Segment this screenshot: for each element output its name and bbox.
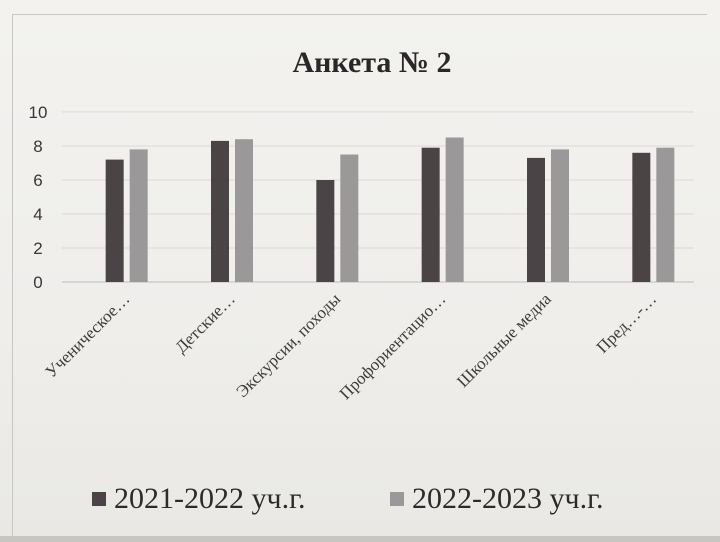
y-tick-label: 0 [33, 273, 42, 292]
y-tick-label: 6 [33, 171, 42, 190]
bar-series-1 [316, 180, 335, 282]
legend-swatch [390, 492, 404, 506]
x-category-label: Детские… [171, 289, 238, 356]
bars [105, 137, 675, 282]
page-edge [0, 536, 720, 542]
bar-series-2 [445, 137, 464, 282]
bar-series-1 [105, 159, 124, 282]
x-axis-labels: Ученическое… Детские…Экскурсии, походыПро… [42, 289, 661, 403]
bar-series-1 [211, 140, 229, 282]
chart-frame [12, 14, 707, 537]
bar-series-2 [340, 154, 359, 282]
legend-label: 2022-2023 уч.г. [412, 482, 604, 515]
y-axis-ticks: 10 8 6 4 2 0 [29, 103, 48, 292]
bar-series-2 [551, 149, 569, 282]
y-tick-label: 2 [33, 239, 42, 258]
bar-series-2 [129, 149, 148, 282]
x-category-label: Пред…-… [593, 289, 660, 356]
legend-label: 2021-2022 уч.г. [114, 482, 306, 515]
y-tick-label: 4 [33, 205, 42, 224]
x-category-label: Экскурсии, походы [232, 289, 344, 401]
x-category-label: Школьные медиа [453, 289, 555, 391]
legend-swatch [92, 492, 106, 506]
x-category-label: Профориентацио… [336, 289, 450, 403]
legend: 2021-2022 уч.г. 2022-2023 уч.г. [92, 482, 604, 515]
bar-series-2 [235, 139, 253, 282]
y-tick-label: 10 [29, 103, 48, 122]
bar-series-1 [632, 152, 651, 282]
bar-series-1 [421, 147, 440, 282]
y-tick-label: 8 [33, 137, 42, 156]
bar-series-2 [656, 147, 675, 282]
grid-lines [62, 111, 694, 283]
x-category-label: Ученическое… [42, 289, 134, 381]
chart-title: Анкета № 2 [292, 46, 451, 79]
bar-series-1 [527, 157, 545, 282]
